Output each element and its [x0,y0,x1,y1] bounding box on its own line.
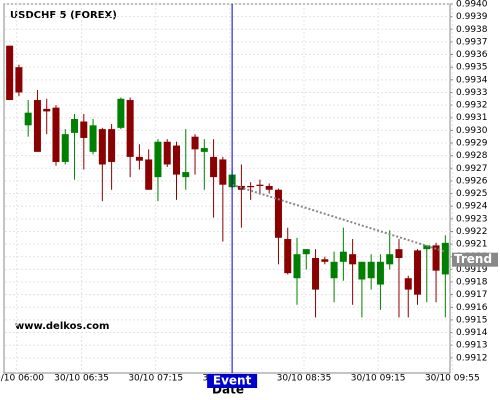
y-tick-label: 0.9930 [456,126,488,136]
x-tick-label: 30/10 07:15 [128,374,183,384]
y-tick-label: 0.9923 [456,214,488,224]
plot-area [3,3,451,374]
y-tick-label: 0.9925 [456,189,488,199]
event-label-box [207,374,258,388]
candle-body [376,261,384,285]
y-tick-label: 0.9938 [456,25,488,35]
y-tick-label: 0.9936 [456,50,488,60]
candle-body [154,141,162,178]
trend-label-box [452,252,498,267]
y-tick-label: 0.9914 [456,328,488,338]
candle-body [395,249,403,259]
candle-body [284,239,292,274]
candle-body [200,148,208,152]
candle-body [312,258,320,290]
candle-body [15,67,23,93]
y-tick-label: 0.9917 [456,290,488,300]
candle-body [89,125,97,152]
candle-body [367,261,375,279]
candle-body [293,254,301,279]
candle-body [330,261,338,279]
candle-body [163,141,171,165]
candle-body [265,185,273,190]
candle-body [441,242,449,275]
y-tick-label: 0.9915 [456,315,488,325]
y-tick-label: 0.9928 [456,151,488,161]
y-tick-label: 0.9926 [456,176,488,186]
candle-body [135,156,143,161]
candle-body [24,112,32,126]
candle-body [210,156,218,178]
candle-body [61,134,69,162]
x-tick-label: 30/10 06:00 [0,374,44,384]
y-tick-label: 0.9913 [456,341,488,351]
y-tick-label: 0.9937 [456,37,488,47]
candle-body [191,136,199,150]
candle-body [33,100,41,152]
candle-body [172,145,180,175]
y-tick-label: 0.9940 [456,0,488,10]
candle-body [126,100,134,157]
y-tick-label: 0.9919 [456,265,488,275]
y-tick-label: 0.9932 [456,101,488,111]
x-tick-label: 30/10 09:15 [351,374,406,384]
y-tick-label: 0.9933 [456,88,488,98]
candle-body [80,121,88,138]
candle-body [432,245,440,271]
chart-title: USDCHF 5 (FOREX) [10,10,117,21]
candle-body [302,249,310,255]
candle-body [52,107,60,162]
candle-body [256,184,264,186]
candle-body [321,259,329,262]
y-tick-label: 0.9921 [456,240,488,250]
event-label: Event [213,374,252,388]
candle-body [274,189,282,238]
watermark: www.delkos.com [15,321,109,332]
candle-body [182,172,190,178]
trend-label: Trend [454,252,492,266]
candle-body [71,118,79,133]
candle-body [108,129,116,162]
candle-body [98,129,106,165]
candle-body [423,245,431,250]
y-tick-label: 0.9927 [456,164,488,174]
y-tick-label: 0.9929 [456,139,488,149]
candle-body [349,254,357,265]
y-tick-label: 0.9912 [456,353,488,363]
candle-body [386,254,394,265]
y-tick-label: 0.9924 [456,202,488,212]
candle-body [145,159,153,190]
x-tick-label: 30/10 09:55 [425,374,480,384]
y-tick-label: 0.9918 [456,278,488,288]
candle-body [358,261,366,280]
y-tick-label: 0.9939 [456,12,488,22]
candle-body [414,250,422,295]
candle-body [6,45,14,101]
y-tick-label: 0.9935 [456,63,488,73]
candle-body [43,108,51,112]
y-tick-label: 0.9922 [456,227,488,237]
candle-body [404,278,412,290]
candle-body [247,185,255,188]
candle-body [339,251,347,262]
x-tick-label: 30/10 08:35 [277,374,332,384]
x-tick-label: 30/10 06:35 [54,374,109,384]
candle-body [117,98,125,128]
trend-line [231,183,446,253]
y-tick-label: 0.9931 [456,113,488,123]
candle-body [219,159,227,185]
y-tick-label: 0.9916 [456,303,488,313]
y-tick-label: 0.9934 [456,75,488,85]
